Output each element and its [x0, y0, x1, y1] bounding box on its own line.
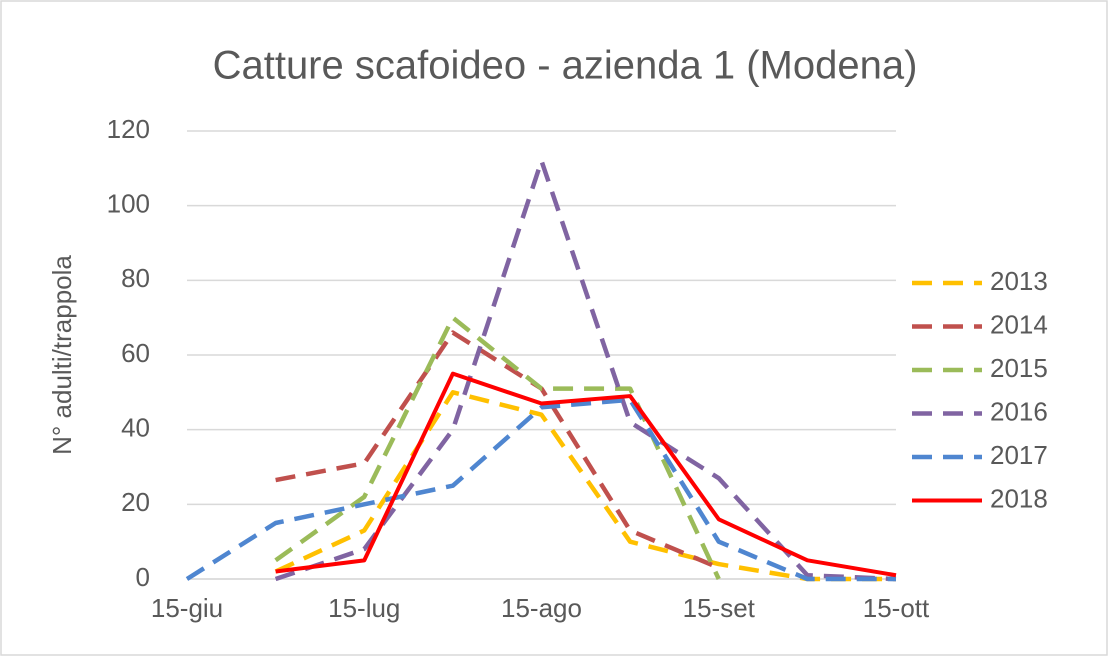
y-axis-title: N° adulti/trappola — [47, 255, 77, 455]
y-tick-label: 20 — [121, 487, 150, 517]
y-tick-label: 80 — [121, 263, 150, 293]
legend-label: 2016 — [990, 396, 1048, 426]
y-tick-label: 40 — [121, 413, 150, 443]
legend-label: 2017 — [990, 440, 1048, 470]
y-tick-label: 0 — [136, 562, 150, 592]
legend-label: 2018 — [990, 483, 1048, 513]
series-line — [274, 390, 896, 582]
x-tick-label: 15-set — [683, 593, 756, 623]
series-line — [275, 371, 897, 578]
legend-label: 2014 — [990, 309, 1048, 339]
x-tick-label: 15-giu — [151, 593, 223, 623]
y-tick-label: 100 — [107, 189, 150, 219]
legend-label: 2015 — [990, 353, 1048, 383]
y-tick-label: 60 — [121, 338, 150, 368]
legend-label: 2013 — [990, 266, 1048, 296]
series-line — [275, 330, 720, 570]
chart-title: Catture scafoideo - azienda 1 (Modena) — [213, 44, 918, 88]
x-tick-label: 15-ott — [863, 593, 930, 623]
series-line — [274, 158, 897, 582]
series-line — [185, 397, 896, 582]
x-tick-label: 15-lug — [328, 593, 400, 623]
x-tick-label: 15-ago — [501, 593, 582, 623]
y-tick-label: 120 — [107, 114, 150, 144]
series-line — [274, 315, 721, 580]
